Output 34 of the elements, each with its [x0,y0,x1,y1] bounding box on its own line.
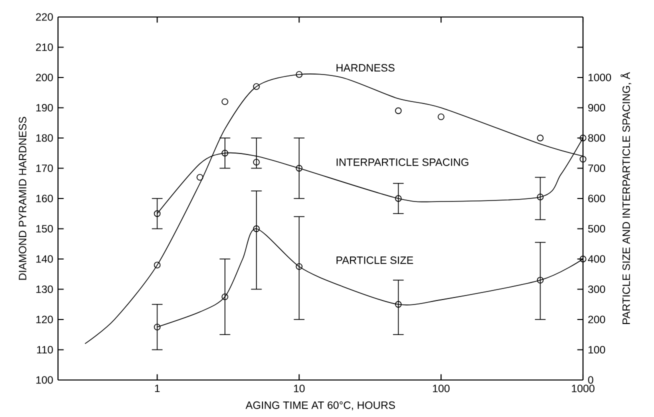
x-axis-title: AGING TIME AT 60°C, HOURS [246,401,395,410]
y2-tick-label: 300 [588,285,606,294]
y2-tick-label: 100 [588,346,606,354]
y2-tick-label: 800 [588,134,606,142]
y-tick-label: 100 [36,376,53,384]
annotation: HARDNESS [336,64,394,72]
x-tick-label: 100 [432,384,450,392]
y2-tick-label: 400 [588,255,606,263]
y-tick-label: 160 [36,194,53,202]
y-axis-title: DIAMOND PYRAMID HARDNESS [18,116,26,280]
y2-axis-title: PARTICLE SIZE AND INTERPARTICLE SPACING, Å [620,72,632,324]
y2-tick-label: 0 [588,376,594,384]
y-tick-label: 220 [36,13,53,21]
y-tick-label: 120 [36,316,53,324]
y-tick-label: 110 [37,346,53,354]
y-tick-label: 180 [36,134,53,142]
y-tick-label: 150 [36,224,53,233]
y2-tick-label: 600 [588,194,606,202]
y-tick-label: 200 [36,74,53,82]
x-tick-label: 1000 [572,384,594,392]
annotation: PARTICLE SIZE [336,256,414,264]
y-tick-label: 140 [36,255,53,263]
y-tick-label: 210 [36,43,53,52]
x-tick-label: 1 [155,384,160,392]
y-tick-label: 130 [36,285,53,294]
y2-tick-label: 700 [588,164,606,172]
annotation: INTERPARTICLE SPACING [336,158,468,166]
y-tick-label: 190 [36,104,53,112]
y2-tick-label: 900 [588,104,606,112]
y2-tick-label: 1000 [588,74,612,82]
y2-tick-label: 500 [588,224,606,233]
x-tick-label: 10 [294,384,305,392]
y2-tick-label: 200 [588,316,606,324]
y-tick-label: 170 [36,164,53,172]
